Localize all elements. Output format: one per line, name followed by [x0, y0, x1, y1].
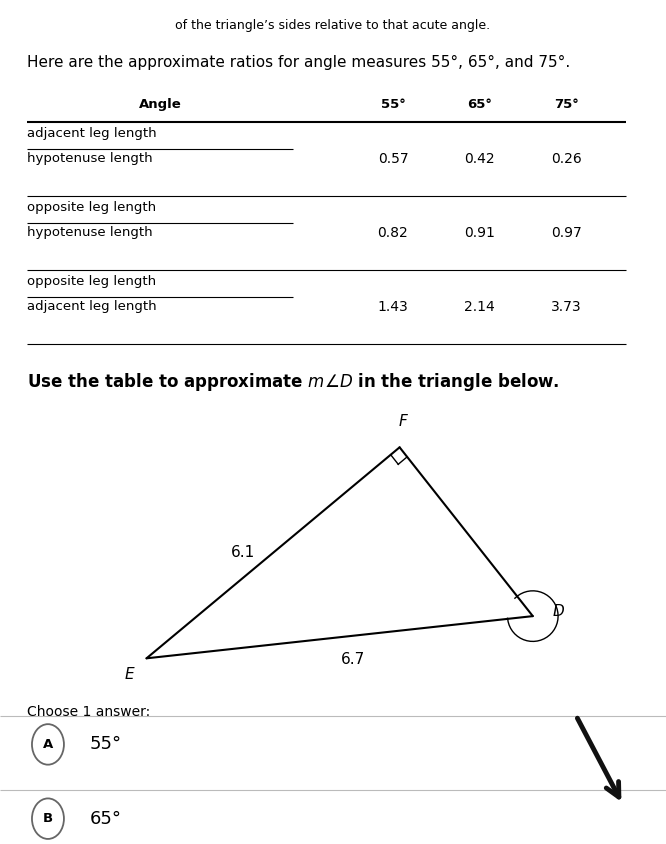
- Text: 0.42: 0.42: [464, 152, 495, 165]
- Text: 0.91: 0.91: [464, 226, 495, 240]
- Text: 2.14: 2.14: [464, 300, 495, 314]
- Text: adjacent leg length: adjacent leg length: [27, 300, 157, 313]
- Text: D: D: [553, 604, 565, 619]
- Text: 55°: 55°: [380, 98, 406, 111]
- Text: hypotenuse length: hypotenuse length: [27, 226, 153, 239]
- Text: Here are the approximate ratios for angle measures 55°, 65°, and 75°.: Here are the approximate ratios for angl…: [27, 55, 570, 70]
- Text: 0.26: 0.26: [551, 152, 581, 165]
- Text: of the triangle’s sides relative to that acute angle.: of the triangle’s sides relative to that…: [175, 19, 491, 31]
- Text: 65°: 65°: [90, 809, 122, 828]
- Text: Use the table to approximate $m\angle D$ in the triangle below.: Use the table to approximate $m\angle D$…: [27, 371, 559, 393]
- Text: F: F: [398, 414, 408, 429]
- Text: Angle: Angle: [139, 98, 181, 111]
- Text: opposite leg length: opposite leg length: [27, 201, 156, 214]
- Text: Choose 1 answer:: Choose 1 answer:: [27, 705, 150, 719]
- Text: 65°: 65°: [467, 98, 492, 111]
- Text: 55°: 55°: [90, 735, 122, 754]
- Text: B: B: [43, 812, 53, 825]
- Text: hypotenuse length: hypotenuse length: [27, 152, 153, 165]
- Text: E: E: [125, 667, 135, 682]
- Text: adjacent leg length: adjacent leg length: [27, 127, 157, 139]
- Text: 75°: 75°: [553, 98, 579, 111]
- Text: 0.57: 0.57: [378, 152, 408, 165]
- Text: 3.73: 3.73: [551, 300, 581, 314]
- Text: 6.1: 6.1: [231, 545, 255, 560]
- Text: opposite leg length: opposite leg length: [27, 275, 156, 288]
- Text: A: A: [43, 738, 53, 751]
- Text: 6.7: 6.7: [341, 652, 365, 668]
- Text: 0.82: 0.82: [378, 226, 408, 240]
- Text: 1.43: 1.43: [378, 300, 408, 314]
- Text: 0.97: 0.97: [551, 226, 581, 240]
